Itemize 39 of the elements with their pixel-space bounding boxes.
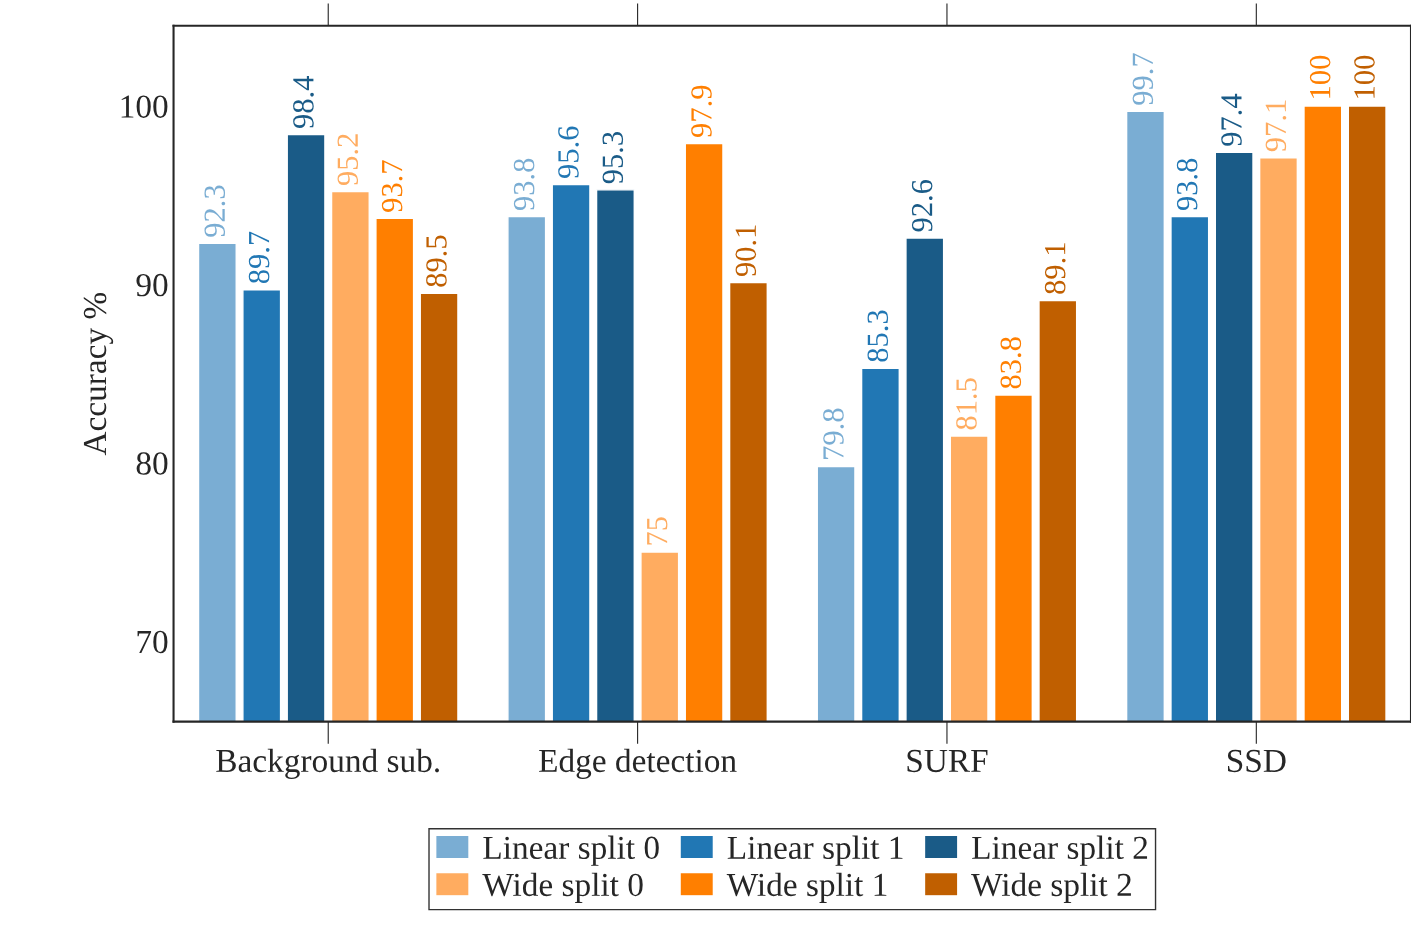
- data-label: 100: [1309, 55, 1331, 98]
- data-label: 95.6: [558, 126, 579, 178]
- data-label: 93.8: [513, 158, 535, 211]
- x-tick-label: Background sub.: [216, 748, 439, 780]
- data-label: 92.3: [204, 185, 226, 237]
- data-label: 97.9: [691, 85, 712, 137]
- data-label: 99.7: [1132, 53, 1154, 105]
- data-label: 100: [1354, 55, 1375, 98]
- y-tick-label: 90: [136, 273, 168, 297]
- data-label: 95.3: [602, 132, 624, 184]
- y-tick-label: 70: [137, 630, 168, 654]
- data-label: 89.1: [1044, 243, 1066, 294]
- legend-label: Wide split 2: [971, 872, 1131, 903]
- data-label: 89.5: [426, 235, 447, 287]
- data-label: 85.3: [867, 310, 889, 362]
- y-axis-title: Accuracy %: [83, 292, 114, 456]
- y-tick-label: 80: [136, 452, 168, 475]
- legend-label: Linear split 2: [972, 835, 1148, 866]
- data-label: 97.4: [1221, 93, 1242, 146]
- y-tick-label: 100: [121, 95, 168, 118]
- legend-label: Linear split 1: [727, 835, 903, 866]
- data-label: 90.1: [735, 225, 757, 277]
- data-label: 93.7: [381, 160, 403, 212]
- data-label: 95.2: [337, 134, 359, 186]
- data-label: 89.7: [248, 231, 270, 284]
- data-label: 79.8: [823, 408, 844, 459]
- data-label: 98.4: [293, 76, 314, 129]
- legend-label: Linear split 0: [483, 835, 659, 866]
- data-label: 93.8: [1176, 158, 1198, 211]
- data-label: 83.8: [1000, 337, 1022, 389]
- data-label: 92.6: [911, 179, 933, 232]
- data-label: 75: [647, 517, 668, 545]
- x-tick-label: SURF: [907, 749, 988, 773]
- data-label: 81.5: [956, 378, 977, 430]
- legend-label: Wide split 0: [482, 872, 643, 903]
- x-tick-label: Edge detection: [539, 748, 737, 780]
- legend-label: Wide split 1: [726, 872, 887, 903]
- data-label: 97.1: [1265, 100, 1287, 152]
- x-tick-label: SSD: [1227, 749, 1286, 773]
